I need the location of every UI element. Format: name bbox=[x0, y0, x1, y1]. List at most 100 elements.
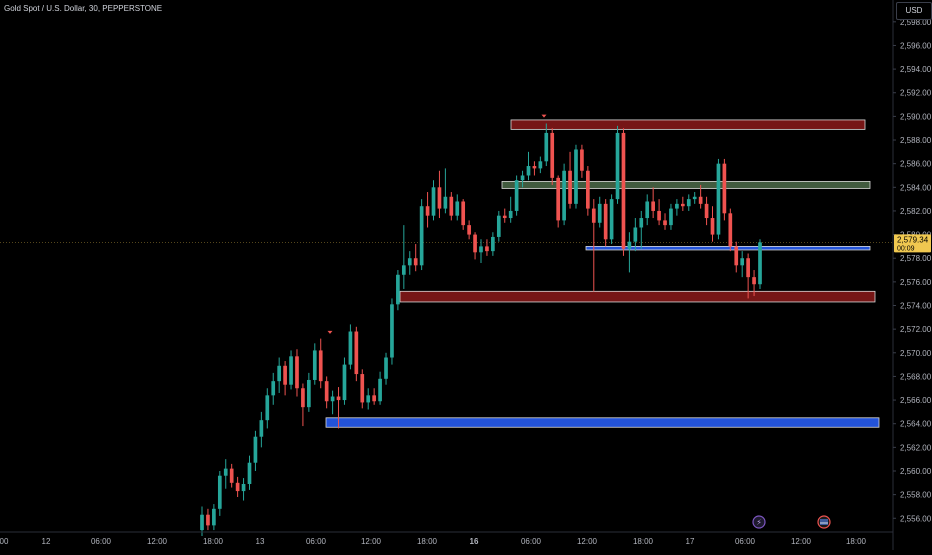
candle-body bbox=[544, 132, 549, 162]
candle-body bbox=[277, 365, 282, 382]
candle-body bbox=[609, 199, 614, 240]
candle-body bbox=[532, 166, 537, 169]
candle-body bbox=[680, 203, 685, 207]
candle-body bbox=[419, 206, 424, 266]
candle-body bbox=[704, 203, 709, 219]
x-tick-label: 12:00 bbox=[791, 537, 812, 546]
candle-body bbox=[491, 236, 495, 252]
zone-support-red bbox=[399, 290, 876, 303]
candle-body bbox=[324, 381, 329, 402]
x-tick-label: 18:00 bbox=[846, 537, 867, 546]
flag-canton bbox=[820, 519, 828, 525]
candle-body bbox=[669, 208, 673, 226]
x-tick-label: 00 bbox=[0, 537, 9, 546]
y-tick-label: 2,578.00 bbox=[900, 254, 932, 263]
candle-body bbox=[716, 163, 721, 235]
candle-body bbox=[633, 227, 638, 242]
current-price-badge bbox=[894, 234, 931, 253]
y-tick-label: 2,590.00 bbox=[900, 112, 932, 121]
high-marker-icon bbox=[327, 330, 333, 334]
candle-body bbox=[526, 166, 531, 176]
x-tick-label: 13 bbox=[256, 537, 265, 546]
candle-body bbox=[740, 258, 745, 266]
candle-body bbox=[437, 187, 442, 209]
candle-body bbox=[318, 350, 323, 382]
y-tick-label: 2,568.00 bbox=[900, 372, 932, 381]
y-tick-label: 2,556.00 bbox=[900, 514, 932, 523]
high-marker-icon bbox=[541, 114, 547, 118]
candle-body bbox=[330, 396, 335, 402]
candle-body bbox=[212, 508, 216, 526]
candle-body bbox=[639, 218, 644, 228]
y-tick-label: 2,592.00 bbox=[900, 89, 932, 98]
y-tick-label: 2,572.00 bbox=[900, 325, 932, 334]
y-tick-label: 2,562.00 bbox=[900, 443, 932, 452]
y-tick-label: 2,586.00 bbox=[900, 160, 932, 169]
candle-body bbox=[538, 161, 543, 169]
candle-body bbox=[271, 381, 276, 396]
y-tick-label: 2,584.00 bbox=[900, 183, 932, 192]
candle-body bbox=[728, 213, 733, 247]
x-tick-label: 17 bbox=[686, 537, 695, 546]
candle-body bbox=[621, 132, 626, 249]
zone-range-green bbox=[501, 180, 871, 189]
y-tick-label: 2,560.00 bbox=[900, 467, 932, 476]
candle-body bbox=[485, 246, 489, 252]
candle-body bbox=[580, 149, 584, 171]
candle-body bbox=[562, 170, 566, 221]
candle-body bbox=[259, 420, 264, 437]
candle-body bbox=[336, 396, 341, 401]
zone-support-blue bbox=[325, 417, 880, 428]
candle-body bbox=[378, 378, 382, 402]
candle-body bbox=[692, 196, 697, 200]
candle-body bbox=[407, 258, 412, 266]
candle-body bbox=[235, 482, 240, 492]
x-tick-label: 12:00 bbox=[361, 537, 382, 546]
currency-button[interactable]: USD bbox=[896, 2, 932, 20]
candle-body bbox=[229, 468, 234, 483]
candle-body bbox=[206, 514, 210, 526]
candle-body bbox=[425, 206, 430, 216]
y-tick-label: 2,594.00 bbox=[900, 65, 932, 74]
candle-body bbox=[686, 199, 691, 207]
candle-body bbox=[514, 180, 519, 211]
candle-body bbox=[348, 331, 353, 365]
candle-body bbox=[295, 356, 299, 389]
candle-body bbox=[615, 132, 620, 200]
current-price-value: 2,579.34 bbox=[897, 235, 929, 244]
x-tick-label: 18:00 bbox=[633, 537, 654, 546]
y-tick-label: 2,588.00 bbox=[900, 136, 932, 145]
candle-body bbox=[698, 196, 703, 204]
candle-body bbox=[372, 395, 376, 402]
marker-layer: ⚡ bbox=[327, 114, 831, 529]
candle-body bbox=[710, 218, 715, 235]
candle-body bbox=[675, 203, 679, 209]
candle-body bbox=[253, 436, 258, 463]
zone-layer bbox=[325, 119, 880, 428]
candle-body bbox=[431, 187, 436, 216]
zone-resistance-red bbox=[510, 119, 866, 130]
candle-body bbox=[746, 258, 750, 278]
candle-body bbox=[217, 475, 222, 509]
candle-body bbox=[550, 132, 555, 178]
candle-body bbox=[467, 225, 471, 235]
candle-body bbox=[473, 234, 477, 253]
candle-body bbox=[307, 379, 311, 408]
candle-body bbox=[722, 163, 727, 214]
y-tick-label: 2,564.00 bbox=[900, 420, 932, 429]
candle-body bbox=[651, 201, 655, 211]
candle-body bbox=[663, 220, 667, 226]
x-tick-label: 06:00 bbox=[735, 537, 756, 546]
x-tick-label: 12 bbox=[42, 537, 51, 546]
candle-body bbox=[752, 277, 756, 285]
candle-body bbox=[289, 356, 293, 385]
lightning-event-icon bbox=[752, 515, 766, 529]
candle-body bbox=[401, 265, 406, 275]
candle-body bbox=[413, 258, 418, 266]
candle-body bbox=[384, 357, 388, 379]
candle-body bbox=[556, 177, 561, 221]
candle-body bbox=[301, 388, 305, 408]
